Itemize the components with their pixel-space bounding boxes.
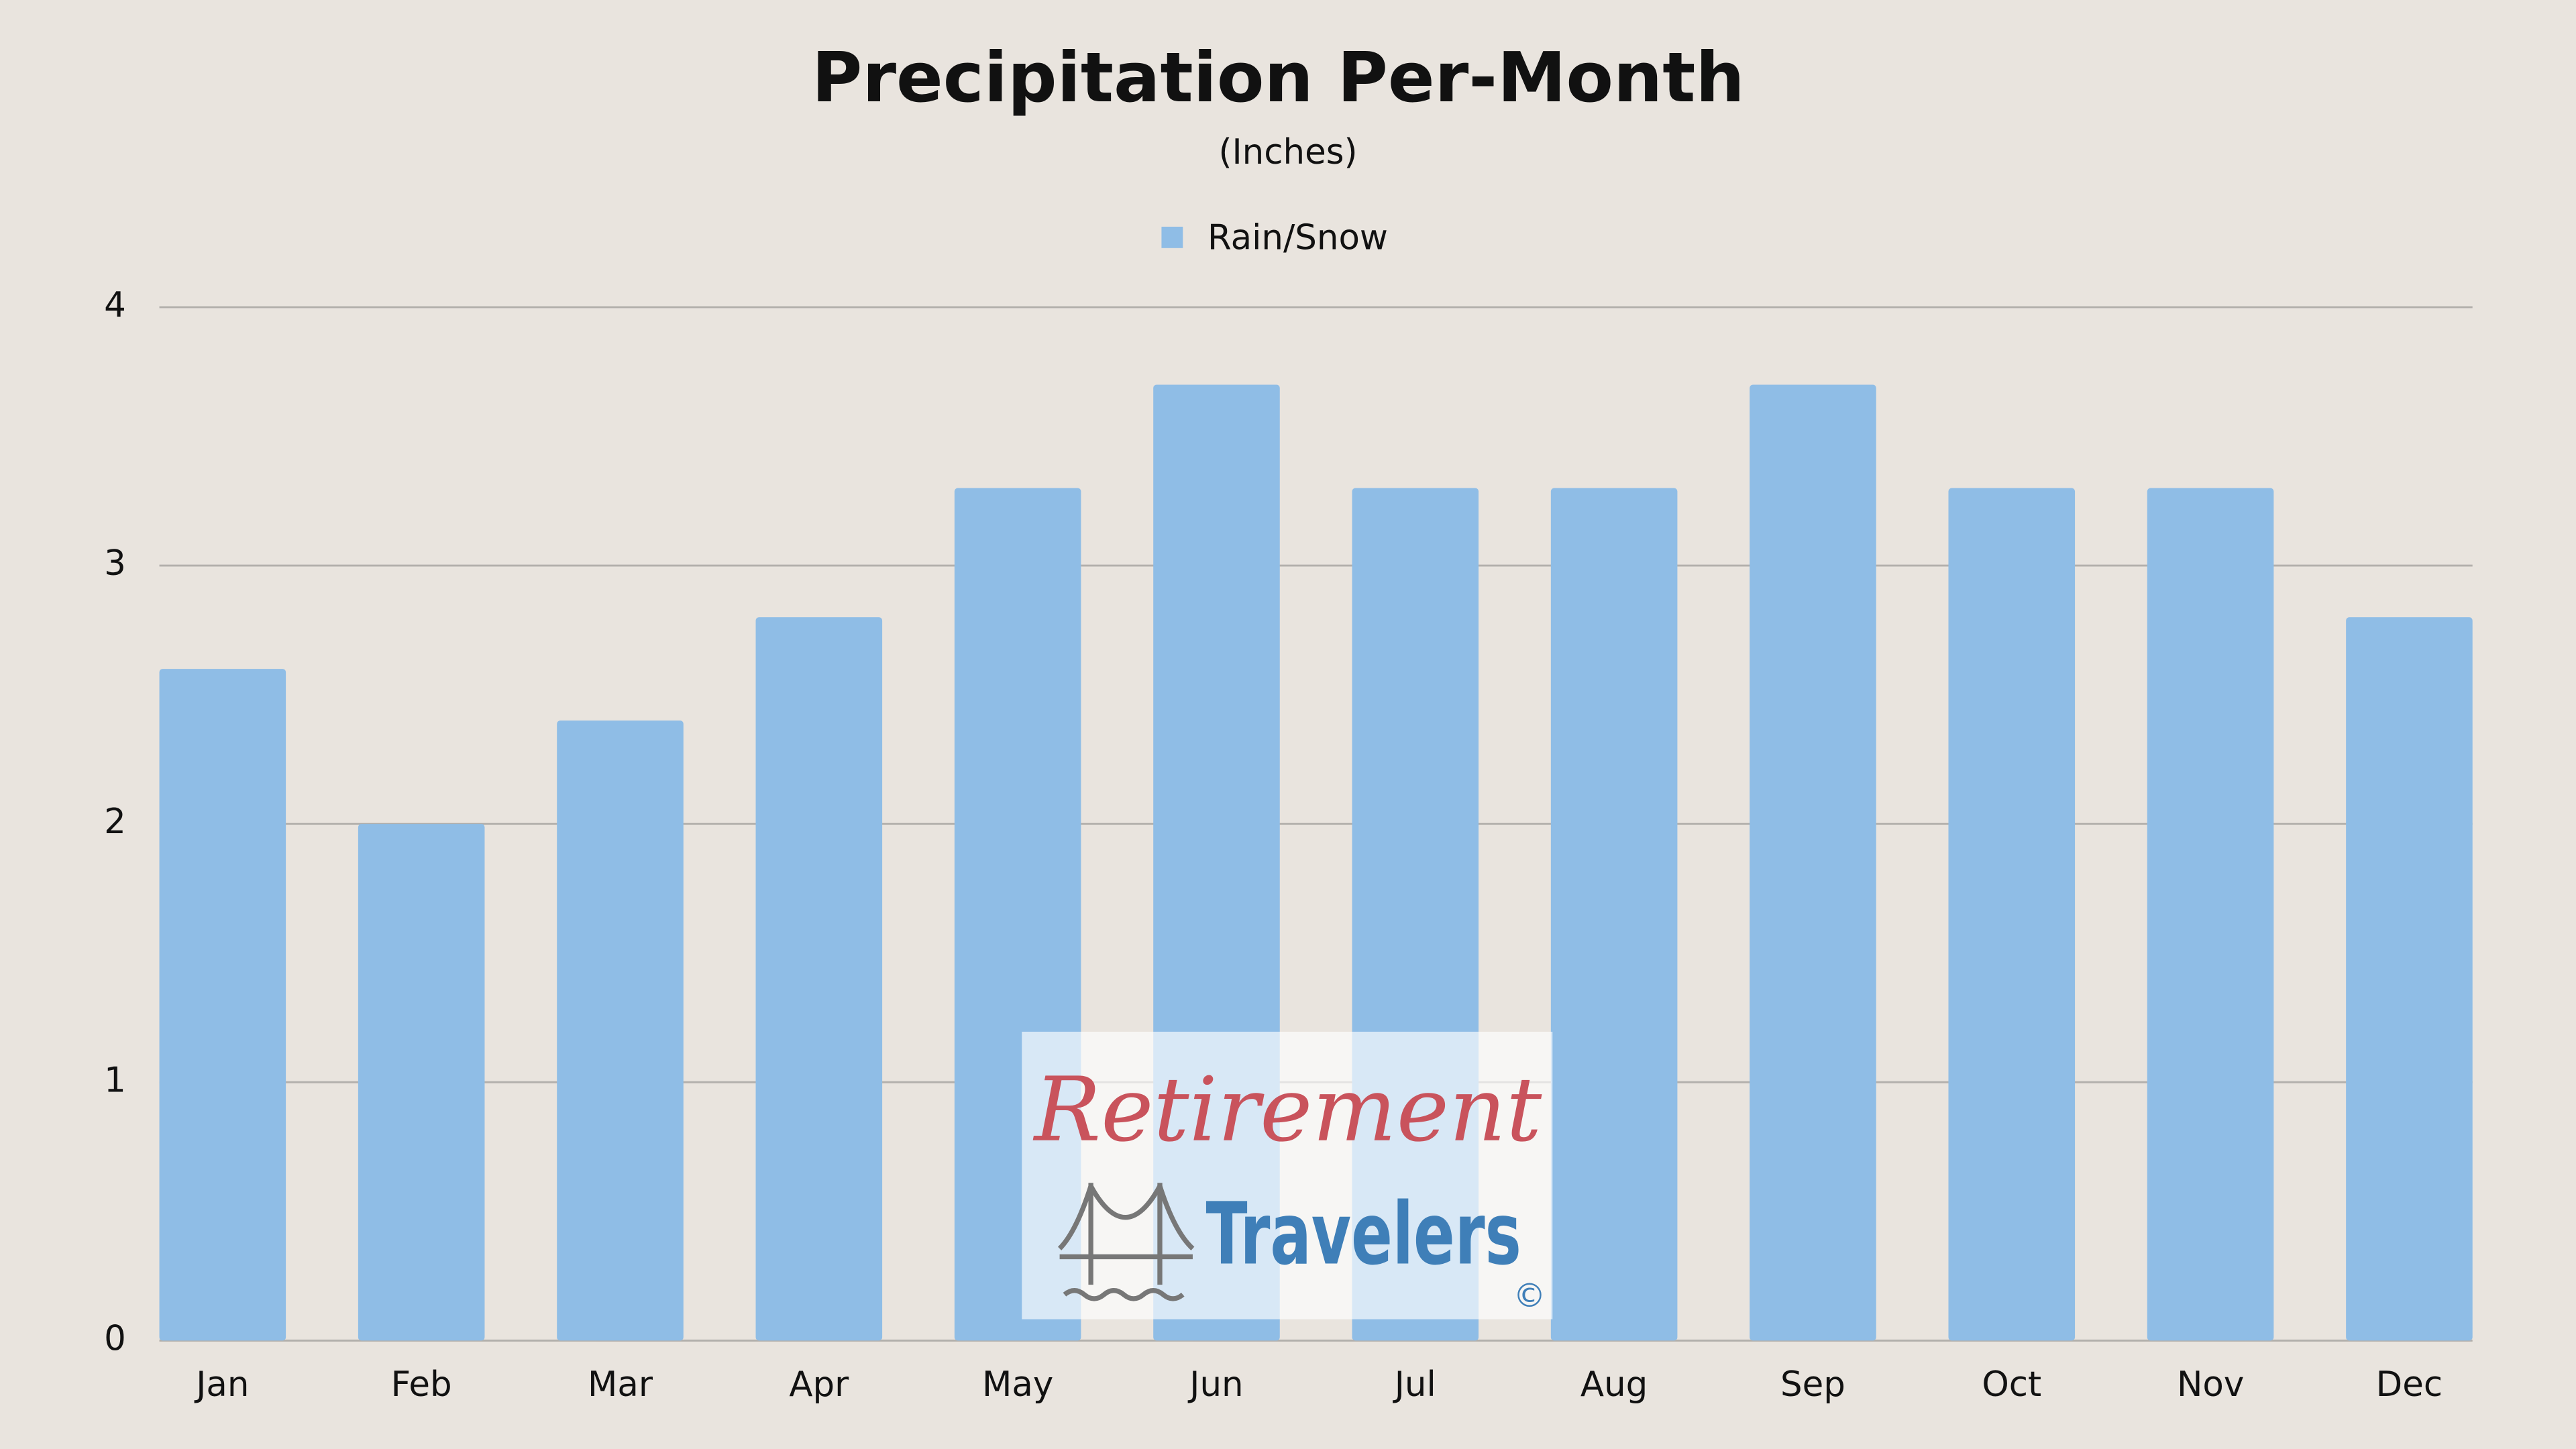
bridge-icon — [1057, 1183, 1195, 1301]
bar — [2147, 488, 2274, 1341]
bar — [1948, 488, 2076, 1341]
watermark-box — [1022, 1031, 1553, 1320]
y-tick-label: 1 — [104, 1060, 126, 1100]
y-tick-label: 0 — [104, 1318, 126, 1358]
chart-title: Precipitation Per-Month — [812, 38, 1745, 118]
watermark-line2: Travelers — [1206, 1185, 1521, 1285]
y-tick-label: 2 — [104, 802, 126, 842]
x-tick-label: Apr — [789, 1364, 849, 1405]
legend-label: Rain/Snow — [1208, 218, 1388, 258]
x-tick-label: Feb — [391, 1364, 452, 1405]
x-tick-label: Jul — [1393, 1364, 1436, 1405]
legend-swatch — [1161, 226, 1183, 248]
watermark-line1: Retirement — [1033, 1059, 1543, 1162]
bar — [1750, 384, 1876, 1341]
bar — [755, 617, 883, 1341]
x-tick-label: Jun — [1187, 1364, 1243, 1405]
x-tick-label: Oct — [1982, 1364, 2041, 1405]
x-tick-label: Dec — [2376, 1364, 2443, 1405]
x-tick-label: May — [982, 1364, 1053, 1405]
bar — [1550, 488, 1678, 1341]
bar — [557, 720, 684, 1341]
x-tick-label: Mar — [588, 1364, 653, 1405]
y-tick-label: 3 — [104, 543, 126, 584]
chart-subtitle: (Inches) — [1218, 132, 1357, 172]
x-tick-label: Jan — [194, 1364, 249, 1405]
y-tick-label: 4 — [104, 285, 126, 325]
bar — [2346, 617, 2473, 1341]
bar — [358, 824, 485, 1341]
x-tick-label: Nov — [2177, 1364, 2244, 1405]
watermark: Retirement Travelers © — [1022, 1031, 1553, 1320]
x-tick-label: Aug — [1580, 1364, 1648, 1405]
bar — [159, 669, 286, 1341]
watermark-mark: © — [1513, 1277, 1546, 1315]
plot-area: 0 1 2 3 4 Rain/Snow Jan Feb Mar Apr May Jun Jul Aug Se… — [104, 218, 2473, 1405]
x-tick-label: Sep — [1780, 1364, 1845, 1405]
